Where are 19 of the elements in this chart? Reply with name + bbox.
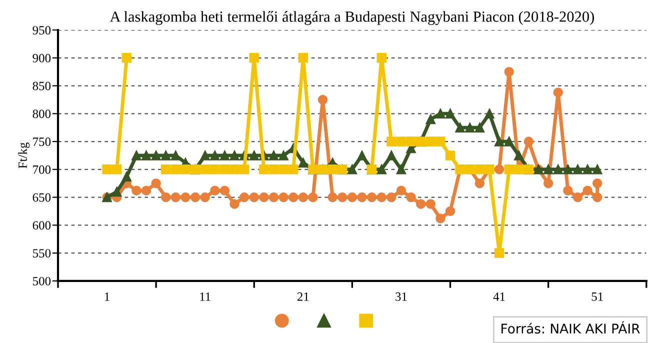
- x-tick-label: 41: [493, 292, 505, 301]
- y-tick-label: 500: [33, 276, 51, 286]
- x-tick-label: 1: [105, 292, 110, 301]
- x-tick-label: 11: [200, 292, 210, 301]
- y-tick-label: 550: [33, 249, 51, 258]
- x-tick-label: 21: [297, 292, 309, 301]
- y-tick-label: 950: [32, 26, 51, 34]
- y-tick-label: 600: [32, 221, 51, 230]
- y-tick-label: 650: [32, 193, 51, 202]
- x-tick-label: 31: [396, 292, 407, 301]
- x-tick-label: 51: [592, 292, 603, 301]
- y-axis-title: Ft/kg: [18, 142, 30, 168]
- y-tick-label: 750: [33, 138, 51, 146]
- y-tick-label: 850: [32, 82, 51, 90]
- y-tick-label: 700: [33, 165, 51, 174]
- y-tick-label: 900: [32, 54, 51, 62]
- y-tick-label: 800: [32, 110, 51, 118]
- text: Forrás: NAIK AKI PÁIR: [502, 321, 640, 334]
- chart-title: A laskagomba heti termelői átlagára a Budapesti Nagybani Piacon (2018-2020): [110, 11, 594, 25]
